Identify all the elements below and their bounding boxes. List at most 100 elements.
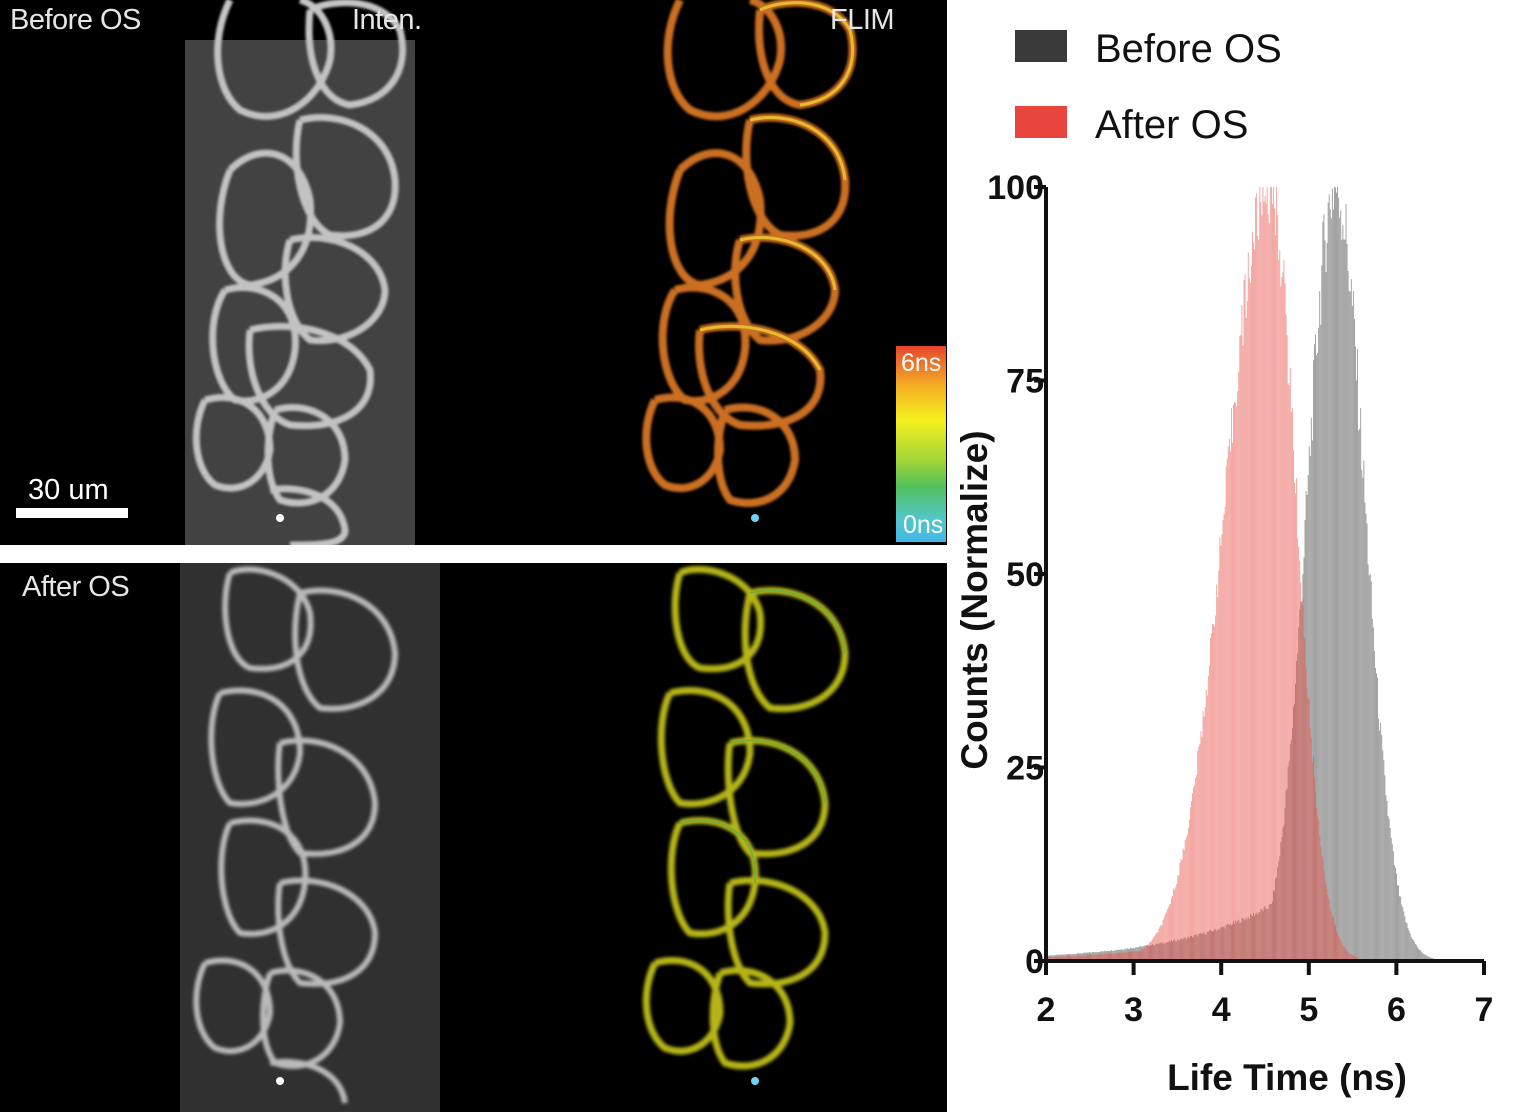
- histogram-bar: [1397, 885, 1398, 961]
- histogram-bar: [1340, 940, 1342, 961]
- histogram-bar: [1409, 933, 1411, 961]
- histogram-bar: [1418, 948, 1419, 961]
- histogram-bar: [1150, 941, 1151, 961]
- histogram-bar: [1341, 942, 1343, 961]
- histogram-bar: [1211, 633, 1212, 961]
- histogram-bar: [1061, 956, 1063, 961]
- histogram-bar: [1056, 956, 1058, 961]
- histogram-bar: [1341, 239, 1343, 961]
- histogram-bar: [1303, 636, 1305, 961]
- histogram-bar: [1069, 956, 1070, 961]
- histogram-bar: [1320, 846, 1322, 961]
- histogram-bar: [1338, 936, 1340, 961]
- histogram-bar: [1310, 738, 1312, 961]
- histogram-bar: [1053, 956, 1055, 961]
- histogram-bar: [1329, 907, 1331, 961]
- histogram-bar: [1301, 605, 1303, 961]
- histogram-bar: [1160, 925, 1162, 961]
- histogram-bar: [1343, 946, 1345, 961]
- histogram-bar: [1282, 272, 1284, 961]
- histogram-bar: [1307, 697, 1309, 961]
- histogram-bar: [1076, 955, 1078, 961]
- histogram-bar: [1337, 187, 1339, 961]
- histogram-bar: [1102, 954, 1104, 961]
- histogram-bar: [1317, 815, 1319, 961]
- histogram-bar: [1363, 460, 1365, 961]
- histogram-bar: [1215, 615, 1217, 961]
- histogram-bar: [1396, 873, 1397, 961]
- histogram-bar: [1130, 951, 1131, 961]
- histogram-bar: [1164, 914, 1166, 961]
- histogram-bar: [1162, 919, 1164, 961]
- lifetime-histogram: Before OS After OS 2 3 4 5 6 7 0 25 50 75 100 Life …: [954, 27, 1493, 1098]
- histogram-bar: [1354, 319, 1355, 961]
- histogram-bar: [1067, 956, 1068, 961]
- histogram-bar: [1298, 546, 1300, 961]
- x-tick-label: 2: [1037, 991, 1056, 1029]
- histogram-bar: [1288, 385, 1290, 961]
- microscopy-panel-after: After OS: [0, 563, 947, 1112]
- histogram-bar: [1180, 858, 1182, 961]
- histogram-bar: [1094, 955, 1096, 961]
- histogram-bar: [1266, 187, 1268, 961]
- histogram-bar: [1254, 249, 1255, 961]
- histogram-bar: [1416, 945, 1417, 961]
- histogram-bar: [1072, 956, 1074, 961]
- colorbar-max-label: 6ns: [901, 349, 942, 377]
- histogram-bar: [1115, 953, 1117, 961]
- histogram-bar: [1383, 760, 1385, 961]
- histogram-bar: [1219, 537, 1221, 961]
- histogram-bar: [1184, 839, 1186, 961]
- histogram-bar: [1176, 883, 1178, 961]
- histogram-bar: [1319, 835, 1321, 961]
- histogram-bar: [1364, 502, 1366, 961]
- histogram-bar: [1349, 291, 1351, 962]
- histogram-bar: [1372, 627, 1374, 961]
- histogram-bar: [1195, 778, 1197, 961]
- histogram-bar: [1156, 932, 1158, 961]
- histogram-bar: [1074, 955, 1076, 961]
- histogram-bar: [1287, 383, 1289, 961]
- histogram-bar: [1064, 956, 1066, 961]
- histogram-bar: [1070, 955, 1072, 961]
- histogram-bar: [1193, 787, 1195, 961]
- histogram-bar: [1293, 450, 1294, 961]
- histogram-bar: [1356, 380, 1357, 962]
- histogram-bar: [1322, 858, 1324, 961]
- histogram-bar: [1141, 950, 1143, 961]
- histogram-bar: [1231, 407, 1232, 961]
- histogram-bar: [1335, 925, 1336, 961]
- histogram-bar: [1422, 953, 1424, 961]
- histogram-bar: [1315, 792, 1316, 961]
- histogram-bar: [1132, 951, 1134, 961]
- histogram-bar: [1324, 878, 1326, 961]
- histogram-bar: [1059, 956, 1061, 961]
- histogram-bar: [1388, 818, 1390, 961]
- histogram-bar: [1336, 931, 1337, 961]
- histogram-bar: [1063, 956, 1065, 961]
- histogram-bar: [1306, 688, 1308, 961]
- histogram-bar: [1368, 575, 1370, 961]
- histogram-bar: [1273, 187, 1274, 961]
- histogram-bar: [1252, 232, 1253, 962]
- histogram-bar: [1311, 440, 1313, 962]
- histogram-bar: [1387, 815, 1389, 961]
- histogram-bar: [1113, 953, 1115, 961]
- histogram-bar: [1354, 956, 1355, 961]
- histogram-bar: [1240, 334, 1242, 961]
- histogram-bar: [1327, 895, 1329, 961]
- histogram-bar: [1358, 430, 1360, 962]
- histogram-bar: [1314, 777, 1315, 961]
- histogram-bar: [1313, 360, 1314, 961]
- histogram-bar: [1310, 417, 1312, 961]
- histogram-bar: [1101, 954, 1103, 961]
- histogram-bar: [1328, 194, 1330, 961]
- histogram-bar: [1125, 952, 1127, 961]
- legend-swatch: [1015, 30, 1067, 62]
- histogram-bar: [1153, 937, 1155, 961]
- histogram-bar: [1163, 916, 1165, 961]
- histogram-bar: [1092, 955, 1094, 961]
- histogram-bar: [1319, 291, 1321, 961]
- histogram-bar: [1165, 912, 1167, 961]
- histogram-bar: [1142, 948, 1144, 961]
